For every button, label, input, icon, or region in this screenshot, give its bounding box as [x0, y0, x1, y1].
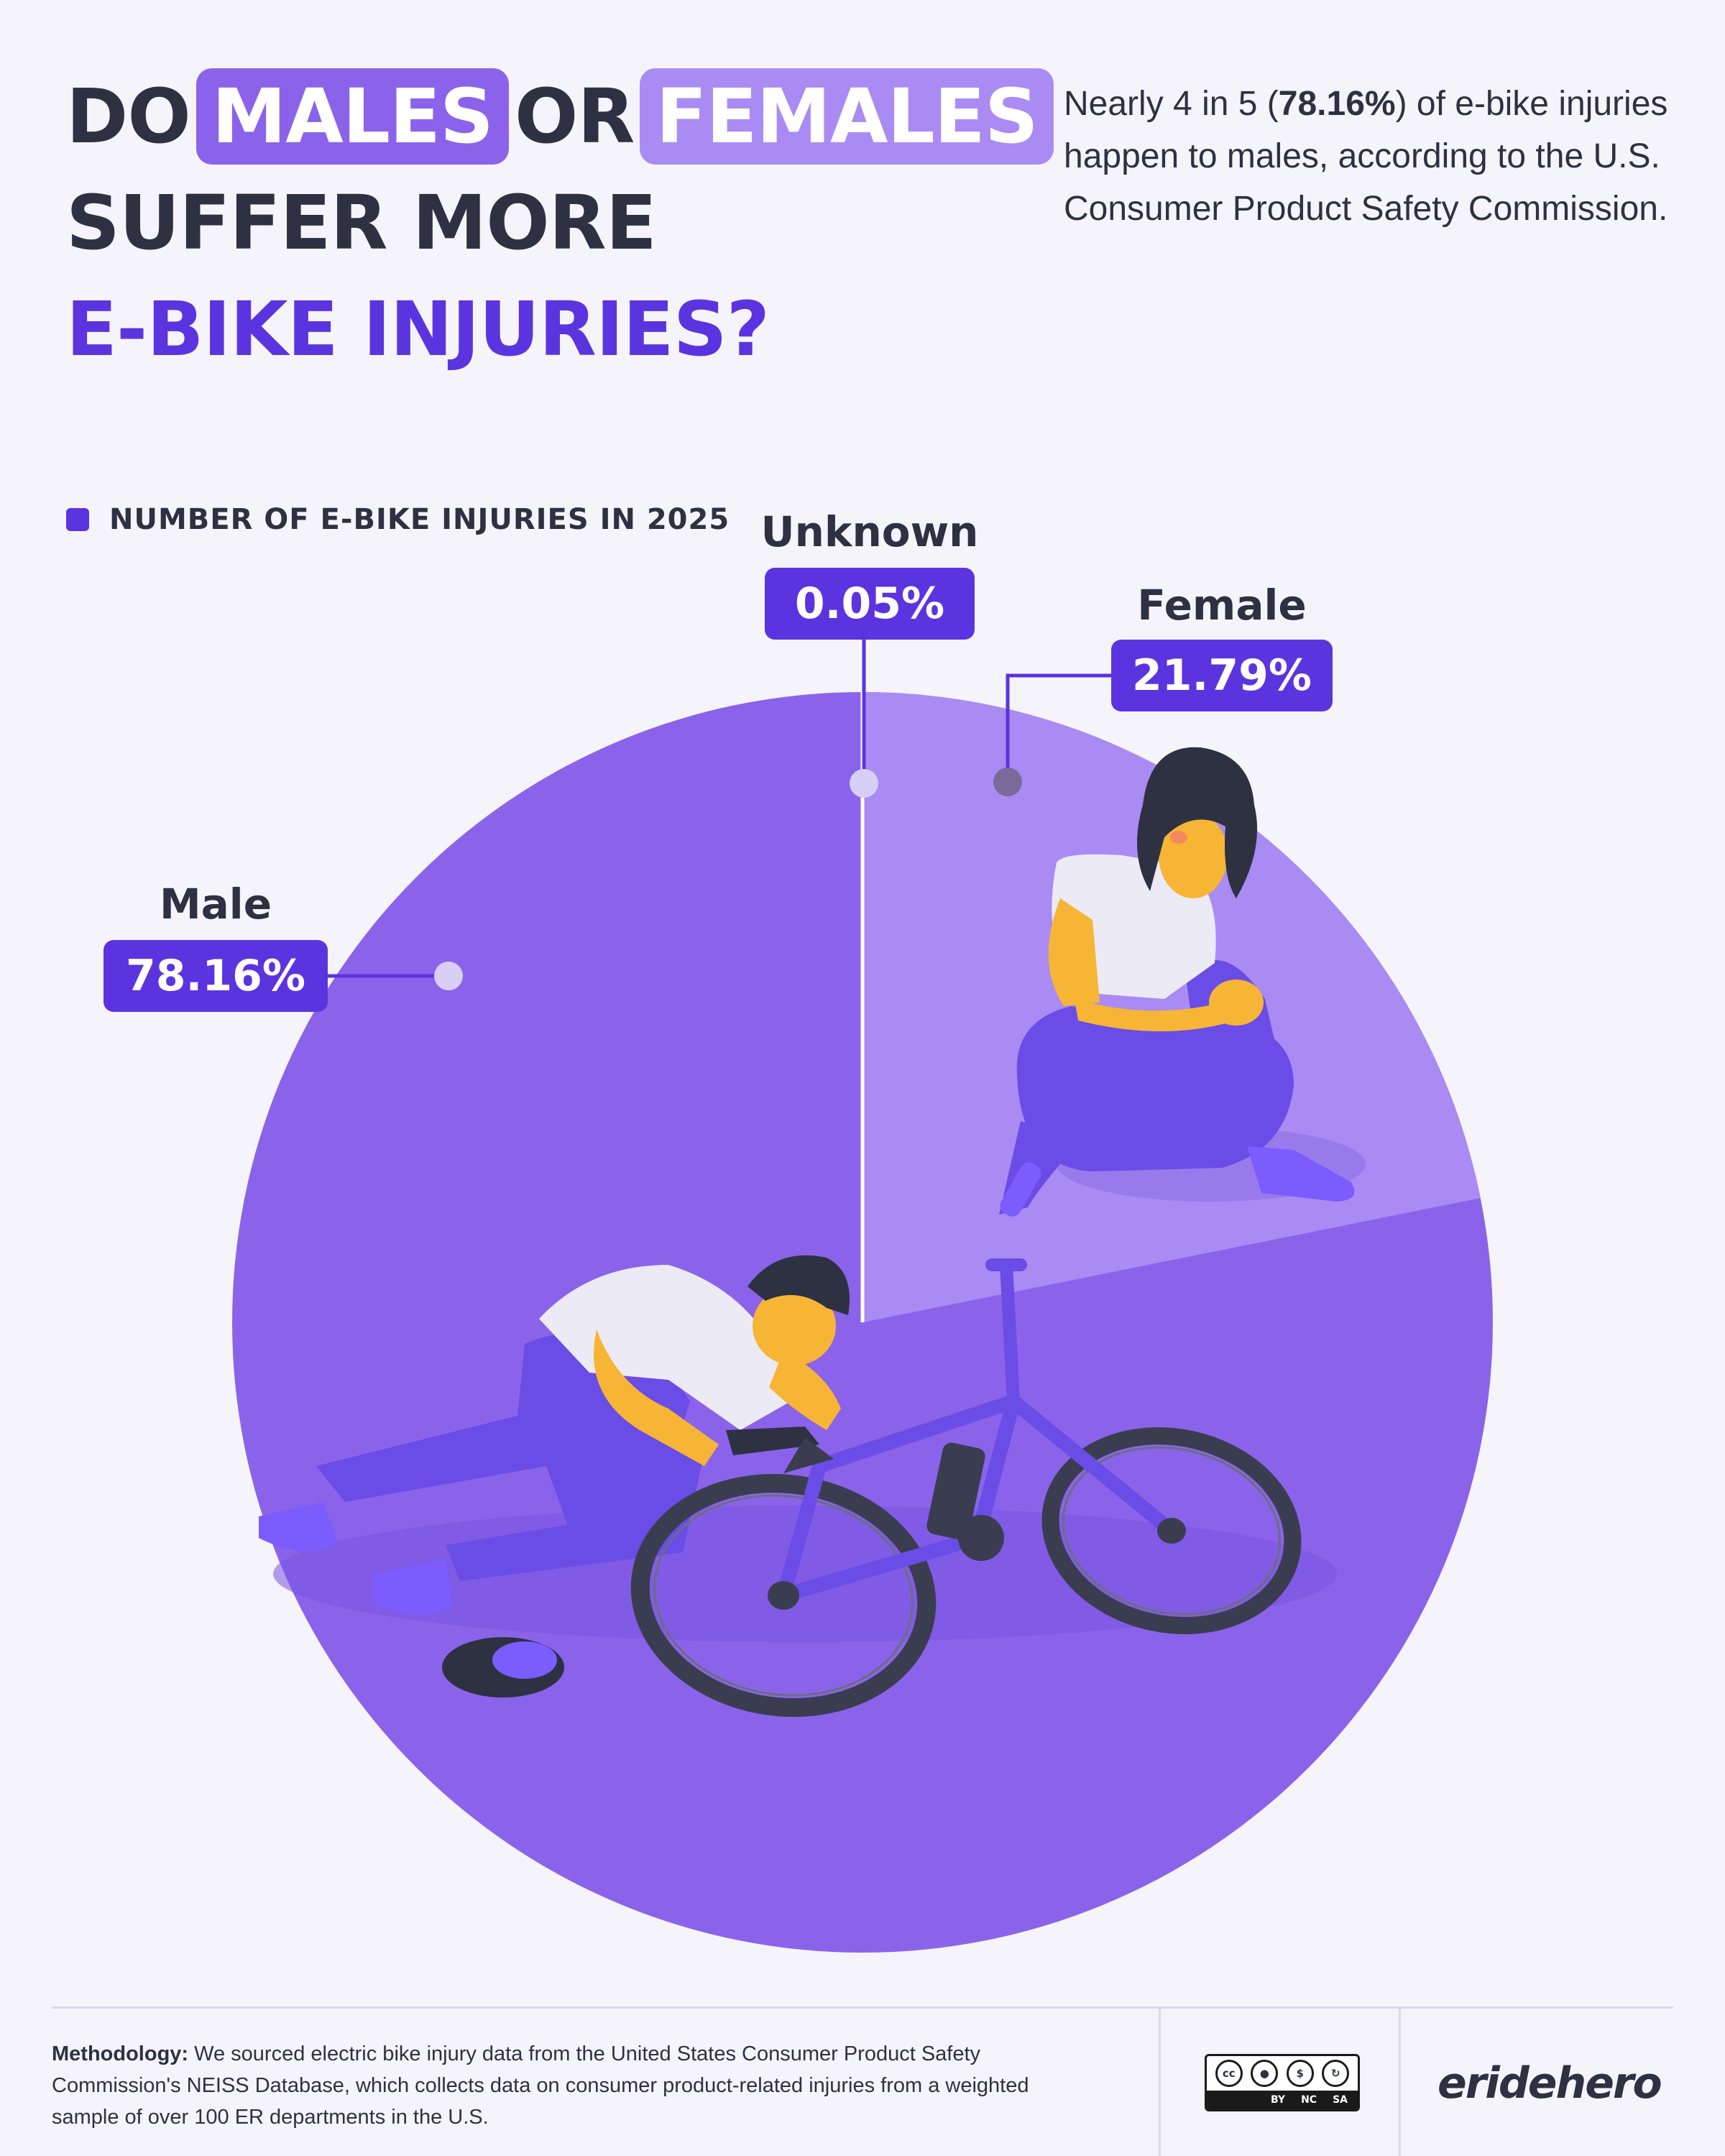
chart-annotations: Unknown 0.05% Female 21.79% Male 78.16%: [104, 507, 1333, 1012]
legend-label: NUMBER OF E-BIKE INJURIES IN 2025: [109, 503, 730, 536]
female-value-label: 21.79%: [1132, 650, 1312, 701]
injured-man-with-bike-illustration: [259, 1255, 1337, 1717]
unknown-category-label: Unknown: [761, 507, 979, 556]
footer-vertical-divider: [1159, 2009, 1161, 2156]
sharealike-icon: ↻: [1322, 2060, 1350, 2087]
headline-line-3: E-BIKE INJURIES?: [66, 285, 770, 373]
pie-chart: Unknown 0.05% Female 21.79% Male 78.16%: [104, 507, 1493, 1953]
unknown-value-box: [765, 568, 975, 640]
male-value-box: [104, 940, 328, 1012]
headline-or: OR: [514, 73, 635, 160]
pie-slices: [232, 692, 1493, 1953]
cc-sa-label: SA: [1333, 2094, 1348, 2106]
female-value-box: [1111, 640, 1333, 711]
headline-females-pill: FEMALES: [640, 68, 1054, 165]
female-leader-line: [1006, 673, 1111, 782]
injured-woman-illustration: [999, 747, 1366, 1217]
footer-divider: [52, 2007, 1673, 2009]
chart-legend: NUMBER OF E-BIKE INJURIES IN 2025: [66, 503, 730, 536]
male-category-label: Male: [160, 880, 272, 929]
unknown-value-label: 0.05%: [795, 579, 944, 629]
legend-swatch: [66, 508, 89, 531]
cc-icon-row: cc ● $ ↻: [1207, 2056, 1358, 2091]
headline-males-pill: MALES: [196, 68, 509, 165]
headline-line-2: SUFFER MORE: [66, 179, 657, 267]
female-category-label: Female: [1137, 581, 1306, 630]
cc-label-row: BY NC SA: [1207, 2091, 1358, 2109]
male-value-label: 78.16%: [126, 951, 305, 1001]
cc-icon: cc: [1215, 2060, 1243, 2087]
headline-line-1: DO MALES OR FEMALES: [66, 63, 1072, 170]
methodology-text: We sourced electric bike injury data fro…: [52, 2042, 1029, 2129]
headline-do: DO: [66, 73, 191, 160]
noncommercial-icon: $: [1286, 2060, 1314, 2087]
cc-by-label: BY: [1271, 2094, 1286, 2106]
intro-text: Nearly 4 in 5 (78.16%) of e-bike injurie…: [1064, 78, 1682, 235]
intro-highlight: 78.16%: [1278, 85, 1396, 123]
cc-nc-label: NC: [1301, 2094, 1317, 2106]
creative-commons-license-badge[interactable]: cc ● $ ↻ BY NC SA: [1205, 2054, 1360, 2111]
eridehero-logo[interactable]: eridehero: [1438, 2058, 1662, 2109]
intro-post: ) of e-bike injuries happen to males, ac…: [1064, 85, 1668, 228]
methodology-label: Methodology:: [52, 2042, 189, 2065]
unknown-leader-dot: [850, 769, 878, 798]
footer-vertical-divider: [1399, 2009, 1401, 2156]
methodology-note: Methodology: We sourced electric bike in…: [52, 2038, 1101, 2133]
female-leader-dot: [993, 768, 1022, 796]
intro-pre: Nearly 4 in 5 (: [1064, 85, 1279, 123]
headline: DO MALES OR FEMALES SUFFER MORE E-BIKE INJU…: [66, 63, 1072, 382]
male-leader-dot: [434, 962, 463, 990]
attribution-icon: ●: [1251, 2060, 1279, 2087]
